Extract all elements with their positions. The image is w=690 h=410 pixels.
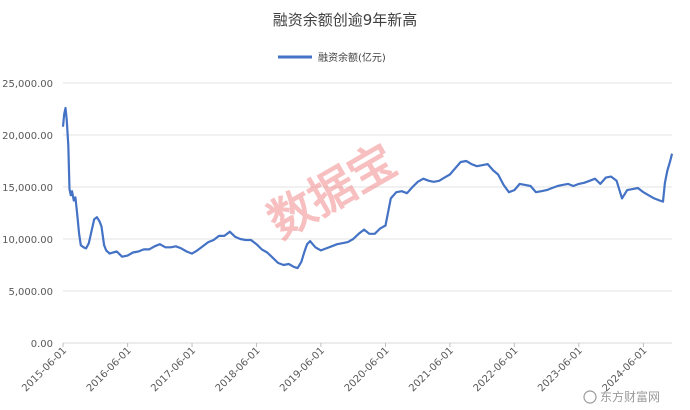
y-tick-label: 10,000.00 <box>2 235 53 246</box>
y-tick-label: 5,000.00 <box>8 287 53 298</box>
x-tick-label: 2015-06-01 <box>20 345 69 394</box>
x-axis-ticks: 2015-06-01 2016-06-01 2017-06-01 2018-06-01… <box>20 343 650 394</box>
chart-title: 融资余额创逾9年新高 <box>273 11 418 29</box>
legend-label: 融资余额(亿元) <box>318 51 386 64</box>
y-tick-label: 15,000.00 <box>2 183 53 194</box>
x-tick-label: 2021-06-01 <box>407 345 456 394</box>
x-tick-label: 2023-06-01 <box>536 345 585 394</box>
y-tick-label: 20,000.00 <box>2 131 53 142</box>
x-tick-label: 2024-06-01 <box>601 345 650 394</box>
source-mark: 东方财富网 <box>583 389 660 404</box>
x-tick-label: 2019-06-01 <box>278 345 327 394</box>
series-line-margin-balance <box>61 106 674 270</box>
weibo-icon <box>583 390 597 404</box>
x-tick-label: 2022-06-01 <box>472 345 521 394</box>
x-tick-label: 2017-06-01 <box>149 345 198 394</box>
source-label: 东方财富网 <box>600 389 660 404</box>
legend: 融资余额(亿元) <box>278 51 386 64</box>
x-tick-label: 2016-06-01 <box>85 345 134 394</box>
x-tick-label: 2020-06-01 <box>343 345 392 394</box>
gridlines <box>63 82 672 292</box>
x-tick-label: 2018-06-01 <box>214 345 263 394</box>
y-tick-label: 0.00 <box>31 339 53 350</box>
y-axis-ticks: 0.00 5,000.00 10,000.00 15,000.00 20,000.00 2… <box>2 79 53 350</box>
y-tick-label: 25,000.00 <box>2 79 53 90</box>
watermark: 数据宝 <box>259 133 406 249</box>
